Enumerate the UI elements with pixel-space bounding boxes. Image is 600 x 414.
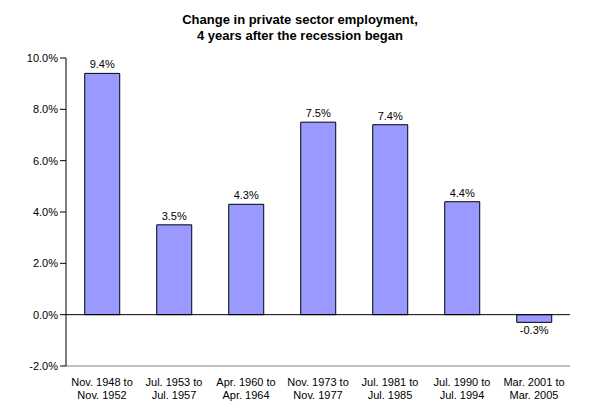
svg-text:Apr. 1960 toApr. 1964: Apr. 1960 toApr. 1964 — [216, 376, 275, 401]
svg-text:Nov. 1948 toNov. 1952: Nov. 1948 toNov. 1952 — [71, 376, 133, 401]
html-text:4 years after the recession be: 4 years after the recession began — [197, 28, 403, 43]
svg-text:7.5%: 7.5% — [306, 107, 331, 119]
svg-text:3.5%: 3.5% — [162, 210, 187, 222]
svg-text:Jul. 1953 toJul. 1957: Jul. 1953 toJul. 1957 — [146, 376, 203, 401]
svg-text:9.4%: 9.4% — [90, 58, 115, 70]
svg-text:7.4%: 7.4% — [378, 110, 403, 122]
svg-text:0.0%: 0.0% — [33, 309, 58, 321]
svg-text:6.0%: 6.0% — [33, 155, 58, 167]
html-text:Change in private sector emplo: Change in private sector employment, — [182, 12, 418, 27]
svg-text:Jul. 1981 toJul. 1985: Jul. 1981 toJul. 1985 — [362, 376, 419, 401]
svg-text:10.0%: 10.0% — [27, 52, 58, 64]
svg-text:-2.0%: -2.0% — [29, 360, 58, 372]
svg-text:4.4%: 4.4% — [450, 187, 475, 199]
svg-text:2.0%: 2.0% — [33, 257, 58, 269]
svg-text:Jul. 1990 toJul. 1994: Jul. 1990 toJul. 1994 — [434, 376, 491, 401]
svg-text:Nov. 1973 toNov. 1977: Nov. 1973 toNov. 1977 — [287, 376, 349, 401]
svg-text:-0.3%: -0.3% — [520, 324, 549, 336]
svg-text:8.0%: 8.0% — [33, 103, 58, 115]
svg-text:Mar. 2001 toMar. 2005: Mar. 2001 toMar. 2005 — [503, 376, 564, 401]
svg-text:4.3%: 4.3% — [234, 189, 259, 201]
svg-text:4.0%: 4.0% — [33, 206, 58, 218]
